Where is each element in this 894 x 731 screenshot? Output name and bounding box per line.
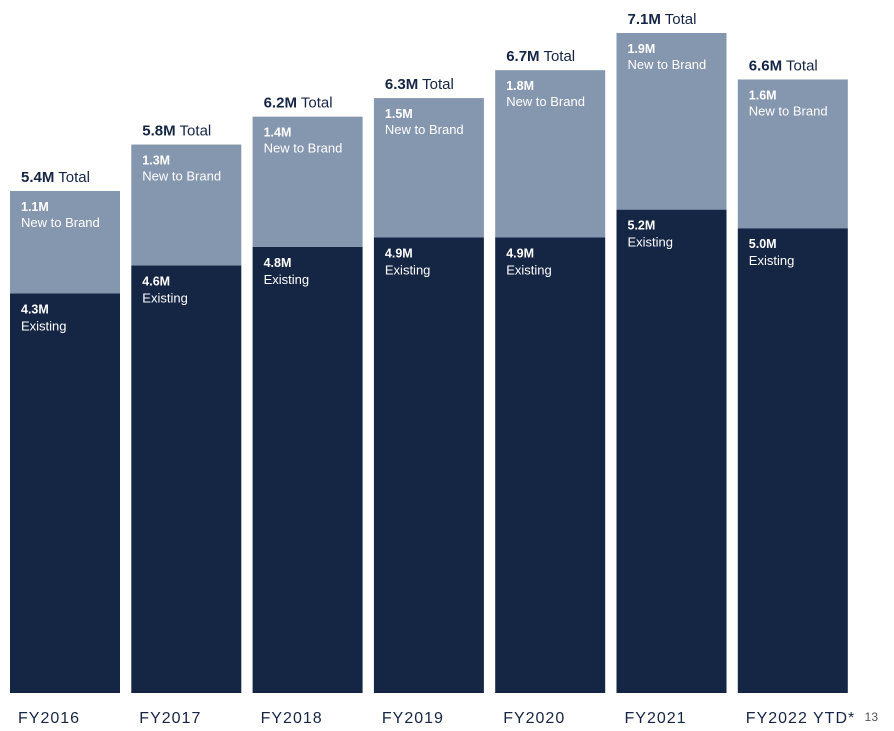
new-to-brand-value-label: 1.1M xyxy=(21,200,49,214)
total-label: 5.4M Total xyxy=(21,169,90,186)
category-label: FY2018 xyxy=(261,710,323,727)
new-to-brand-value-label: 1.6M xyxy=(749,88,777,102)
existing-series-label: Existing xyxy=(264,272,310,287)
new-to-brand-series-label: New to Brand xyxy=(385,122,464,137)
category-label: FY2020 xyxy=(503,710,565,727)
category-label: FY2017 xyxy=(139,710,201,727)
category-label: FY2016 xyxy=(18,710,80,727)
new-to-brand-value-label: 1.3M xyxy=(142,154,170,168)
existing-value-label: 4.3M xyxy=(21,302,49,316)
bar-new-to-brand xyxy=(495,70,606,238)
existing-series-label: Existing xyxy=(749,253,795,268)
total-label: 7.1M Total xyxy=(628,11,697,28)
existing-value-label: 4.8M xyxy=(264,256,292,270)
bar-new-to-brand xyxy=(373,98,484,238)
new-to-brand-value-label: 1.8M xyxy=(506,79,534,93)
existing-value-label: 5.0M xyxy=(749,237,777,251)
new-to-brand-value-label: 1.9M xyxy=(628,42,656,56)
existing-series-label: Existing xyxy=(506,263,552,278)
bar-existing xyxy=(252,246,363,694)
total-label: 6.2M Total xyxy=(264,95,333,112)
existing-series-label: Existing xyxy=(628,235,674,250)
existing-series-label: Existing xyxy=(21,318,67,333)
bar-new-to-brand xyxy=(10,191,120,294)
new-to-brand-value-label: 1.5M xyxy=(385,107,413,121)
new-to-brand-series-label: New to Brand xyxy=(506,94,585,109)
existing-value-label: 4.9M xyxy=(506,247,534,261)
category-label: FY2019 xyxy=(382,710,444,727)
bar-existing xyxy=(495,237,606,693)
category-label: FY2022 YTD* xyxy=(746,710,855,727)
new-to-brand-series-label: New to Brand xyxy=(749,103,828,118)
existing-series-label: Existing xyxy=(142,290,188,305)
page-number: 13 xyxy=(864,710,878,724)
existing-series-label: Existing xyxy=(385,263,431,278)
existing-value-label: 4.6M xyxy=(142,274,170,288)
total-label: 5.8M Total xyxy=(142,123,211,140)
bar-new-to-brand xyxy=(616,33,727,210)
bar-existing xyxy=(131,265,242,693)
new-to-brand-series-label: New to Brand xyxy=(142,169,221,184)
total-label: 6.3M Total xyxy=(385,76,454,93)
category-label: FY2021 xyxy=(625,710,687,727)
new-to-brand-series-label: New to Brand xyxy=(264,141,343,156)
new-to-brand-value-label: 1.4M xyxy=(264,126,292,140)
total-label: 6.7M Total xyxy=(506,48,575,65)
bar-existing xyxy=(616,209,727,693)
bar-existing xyxy=(373,237,484,693)
bar-existing xyxy=(10,293,120,693)
new-to-brand-series-label: New to Brand xyxy=(21,215,100,230)
total-label: 6.6M Total xyxy=(749,57,818,74)
existing-value-label: 5.2M xyxy=(628,219,656,233)
bar-new-to-brand xyxy=(737,79,848,229)
bar-new-to-brand xyxy=(252,116,363,247)
new-to-brand-series-label: New to Brand xyxy=(628,57,707,72)
existing-value-label: 4.9M xyxy=(385,247,413,261)
bar-existing xyxy=(737,228,848,693)
bar-new-to-brand xyxy=(131,144,242,266)
